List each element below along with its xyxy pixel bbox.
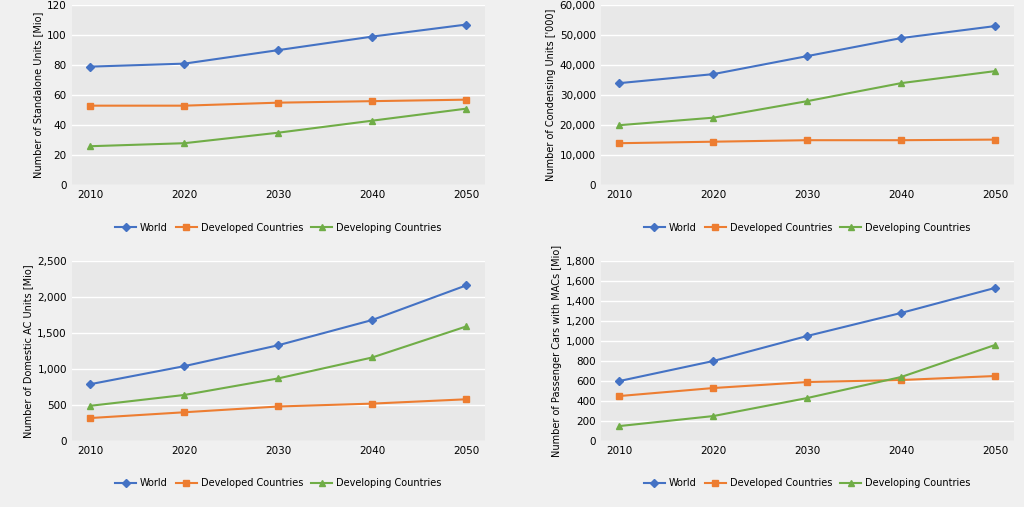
Legend: World, Developed Countries, Developing Countries: World, Developed Countries, Developing C… [644,223,971,233]
Legend: World, Developed Countries, Developing Countries: World, Developed Countries, Developing C… [115,223,441,233]
Y-axis label: Number of Passenger Cars with MACs [Mio]: Number of Passenger Cars with MACs [Mio] [552,245,562,457]
Y-axis label: Number of Standalone Units [Mio]: Number of Standalone Units [Mio] [33,12,43,178]
Y-axis label: Number of Domestic AC Units [Mio]: Number of Domestic AC Units [Mio] [23,264,33,438]
Legend: World, Developed Countries, Developing Countries: World, Developed Countries, Developing C… [115,479,441,488]
Legend: World, Developed Countries, Developing Countries: World, Developed Countries, Developing C… [644,479,971,488]
Y-axis label: Number of Condensing Units ['000]: Number of Condensing Units ['000] [546,9,556,182]
